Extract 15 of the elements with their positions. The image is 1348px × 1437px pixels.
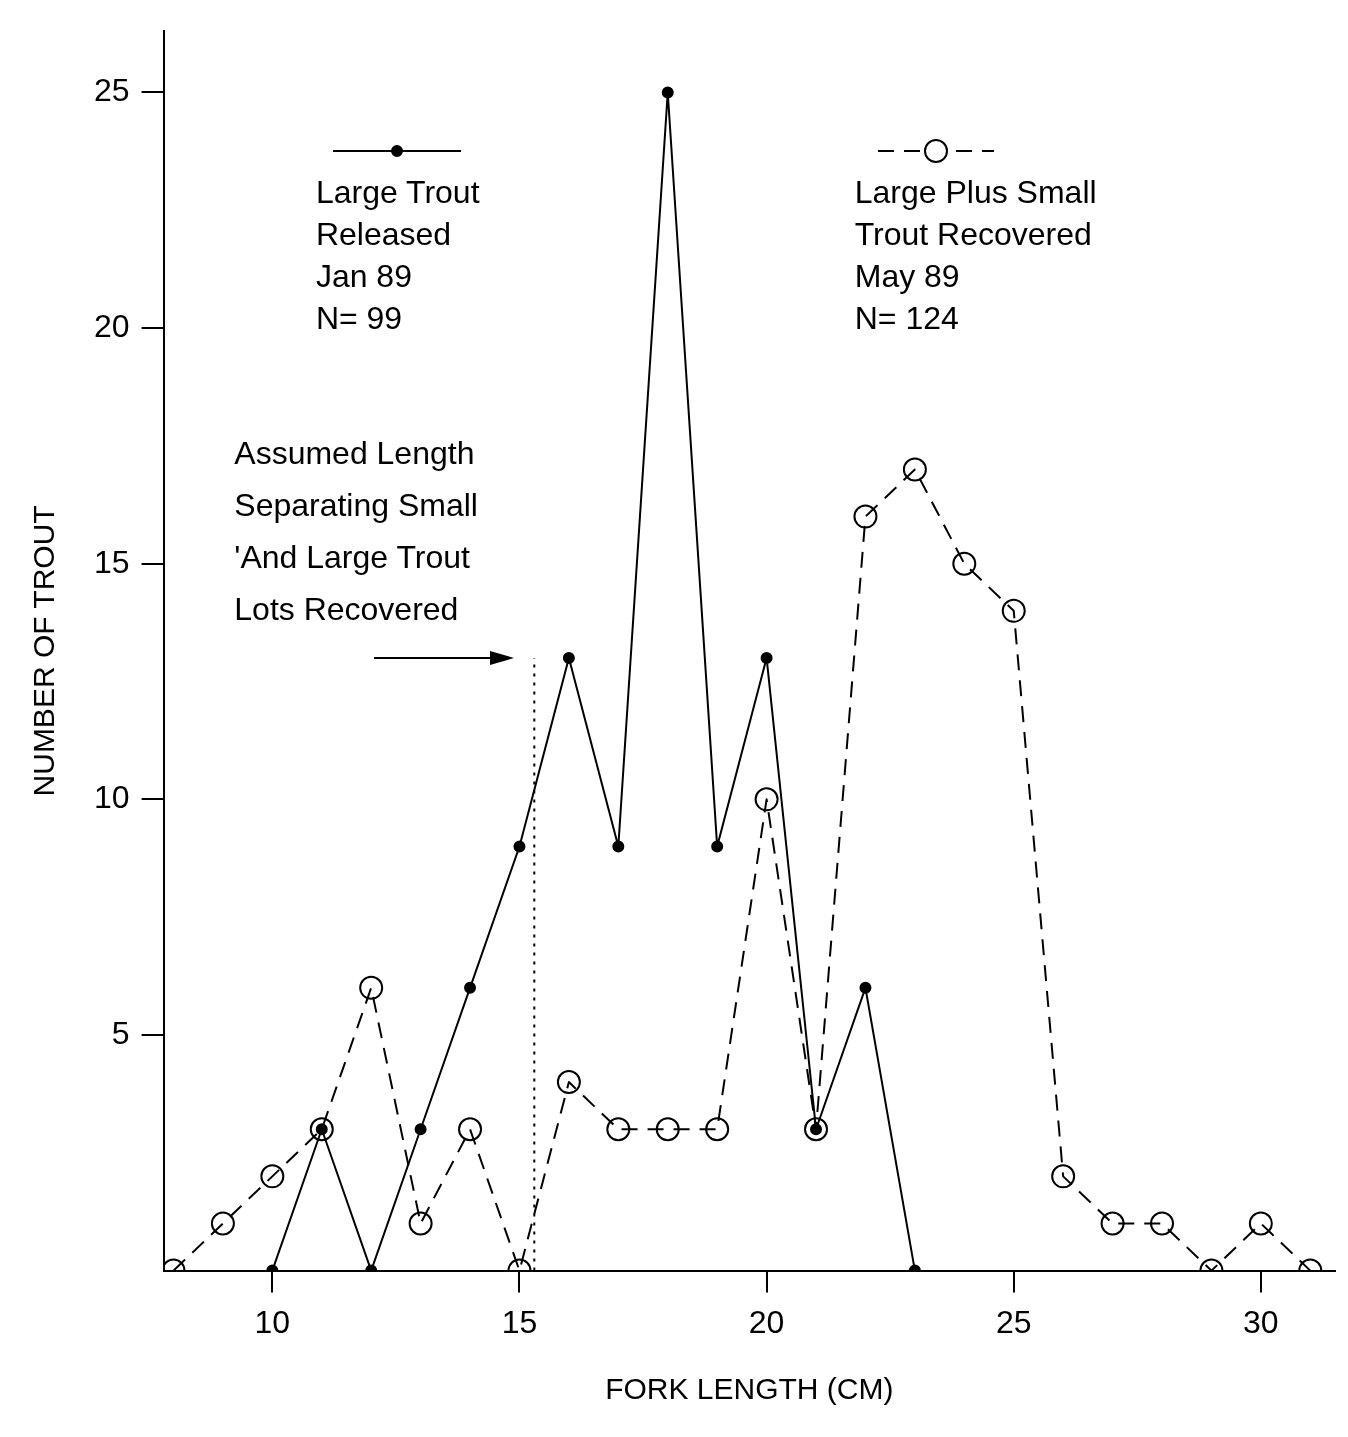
y-tick-label: 25 <box>94 72 130 109</box>
x-tick-label: 30 <box>1243 1303 1279 1340</box>
x-axis-title: FORK LENGTH (CM) <box>605 1372 894 1406</box>
y-tick-label: 15 <box>94 543 130 580</box>
y-tick-label: 5 <box>111 1014 130 1051</box>
y-axis-title: NUMBER OF TROUT <box>27 505 61 797</box>
x-tick-label: 15 <box>501 1303 538 1340</box>
legend-label: Large Trout Released Jan 89 N= 99 <box>315 173 481 339</box>
y-tick-label: 10 <box>94 779 130 816</box>
legend-label: Large Plus Small Trout Recovered May 89 N= 124 <box>854 173 1097 339</box>
x-tick-label: 20 <box>748 1303 785 1340</box>
y-tick-label: 20 <box>94 307 130 344</box>
x-tick-label: 25 <box>995 1303 1032 1340</box>
annotation: Assumed Length Separating Small 'And Large Trout Lots Recovered <box>234 434 478 627</box>
x-tick-label: 10 <box>254 1303 291 1340</box>
